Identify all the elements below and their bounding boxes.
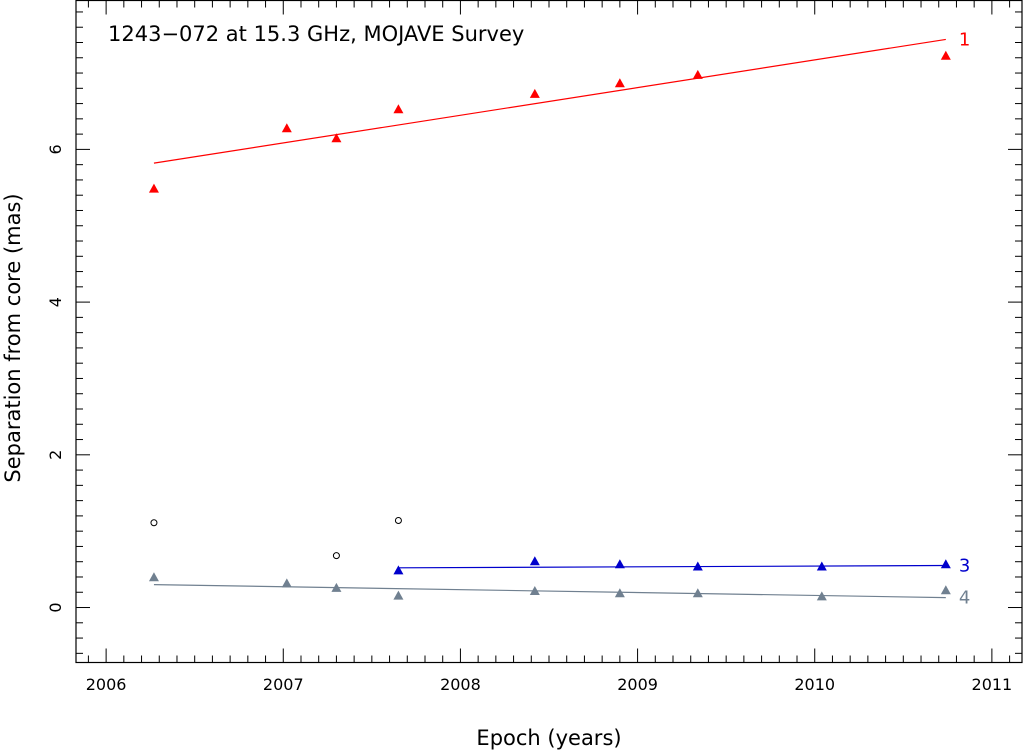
series-1-fit-line (153, 38, 946, 164)
series-labels: 1 3 4 (959, 29, 970, 608)
series-4-point (394, 516, 402, 524)
y-tick-label: 0 (46, 602, 65, 612)
series-1-point (529, 88, 540, 98)
series-4-point (331, 582, 342, 592)
series-4-point (148, 572, 159, 582)
series-3-point (614, 559, 625, 569)
series-1-point (281, 123, 292, 133)
series-4-point (692, 588, 703, 598)
series-4-point (529, 585, 540, 595)
y-tick-label: 6 (46, 144, 65, 154)
axis-tick-labels: 2006 2007 2008 2009 2010 2011 0 2 4 6 (46, 144, 1012, 694)
series-1-point (331, 133, 342, 143)
y-axis-label: Separation from core (mas) (1, 193, 25, 482)
series-4-point (816, 591, 827, 601)
series-4-label: 4 (959, 588, 970, 609)
series-3-point (692, 561, 703, 571)
x-tick-label: 2008 (440, 675, 481, 694)
series-4-point (332, 552, 340, 560)
series-1-point (614, 78, 625, 88)
series-3-point (816, 561, 827, 571)
x-tick-label: 2009 (617, 675, 658, 694)
series-4-point (150, 519, 158, 527)
series-4-point (940, 585, 951, 595)
series-1-point (940, 50, 951, 60)
series-4-point (614, 588, 625, 598)
x-tick-label: 2006 (86, 675, 127, 694)
series-3-label: 3 (959, 556, 970, 577)
series-1-label: 1 (959, 29, 970, 50)
series-3-point (940, 559, 951, 569)
series-3-point (529, 556, 540, 566)
x-tick-label: 2010 (794, 675, 835, 694)
fit-lines (153, 38, 946, 599)
axis-ticks (76, 0, 1022, 663)
x-axis-label: Epoch (years) (476, 726, 621, 750)
series-4-point (281, 578, 292, 588)
chart-title: 1243−072 at 15.3 GHz, MOJAVE Survey (108, 22, 524, 46)
series-1-point (393, 104, 404, 114)
series-1-point (692, 69, 703, 79)
series-3-point (393, 565, 404, 575)
series-4-point (393, 590, 404, 600)
x-tick-label: 2011 (972, 675, 1013, 694)
y-tick-label: 4 (46, 297, 65, 307)
plot-frame (75, 0, 1023, 664)
x-tick-label: 2007 (263, 675, 304, 694)
data-points (148, 50, 951, 601)
series-1-point (148, 183, 159, 193)
series-4-fit-line (153, 584, 946, 599)
series-3-fit-line (398, 564, 946, 569)
y-tick-label: 2 (46, 450, 65, 460)
